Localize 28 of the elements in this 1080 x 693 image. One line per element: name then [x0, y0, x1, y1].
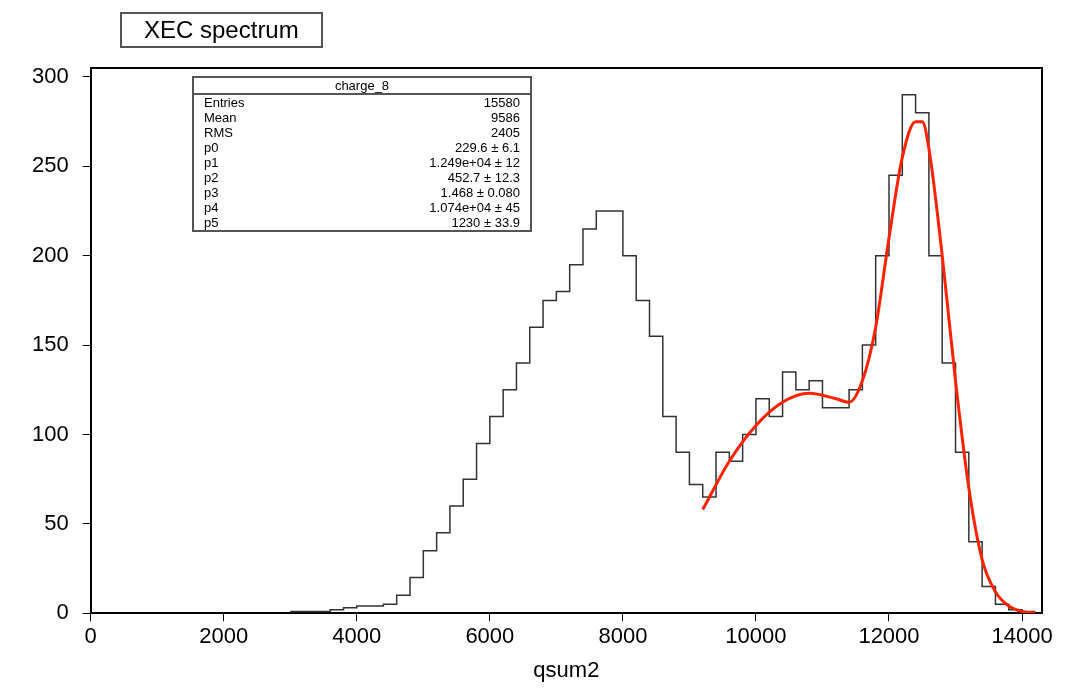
text: p0 229.6 ± 6.1: [204, 140, 520, 155]
x-tick-label: 10000: [725, 623, 787, 649]
text: p5 1230 ± 33.9: [204, 215, 520, 230]
y-tick-label: 250: [31, 152, 69, 178]
x-tick-label: 12000: [858, 623, 920, 649]
text: p2 452.7 ± 12.3: [204, 170, 520, 185]
y-tick-label: 100: [31, 420, 69, 446]
y-tick-label: 150: [31, 331, 69, 357]
y-tick-label: 0: [56, 599, 69, 625]
x-axis-title: qsum2: [533, 656, 600, 682]
text: p1 1.249e+04 ± 12: [204, 155, 520, 170]
y-tick-label: 200: [31, 241, 69, 267]
y-tick-label: 300: [31, 63, 69, 88]
x-tick-label: 2000: [199, 623, 249, 649]
x-tick-label: 4000: [332, 623, 382, 649]
annotation: charge_8: [194, 78, 530, 95]
text: Entries 15580: [204, 95, 520, 110]
text: Mean 9586: [204, 110, 520, 125]
text: p4 1.074e+04 ± 45: [204, 200, 520, 215]
x-tick-label: 0: [84, 623, 97, 649]
text: p3 1.468 ± 0.080: [204, 185, 520, 200]
y-tick-label: 50: [44, 509, 69, 535]
text: RMS 2405: [204, 125, 520, 140]
chart-title: XEC spectrum: [120, 12, 323, 48]
line-series: [701, 120, 1037, 614]
x-tick-label: 6000: [465, 623, 515, 649]
x-tick-label: 14000: [991, 623, 1053, 649]
x-tick-label: 8000: [598, 623, 648, 649]
